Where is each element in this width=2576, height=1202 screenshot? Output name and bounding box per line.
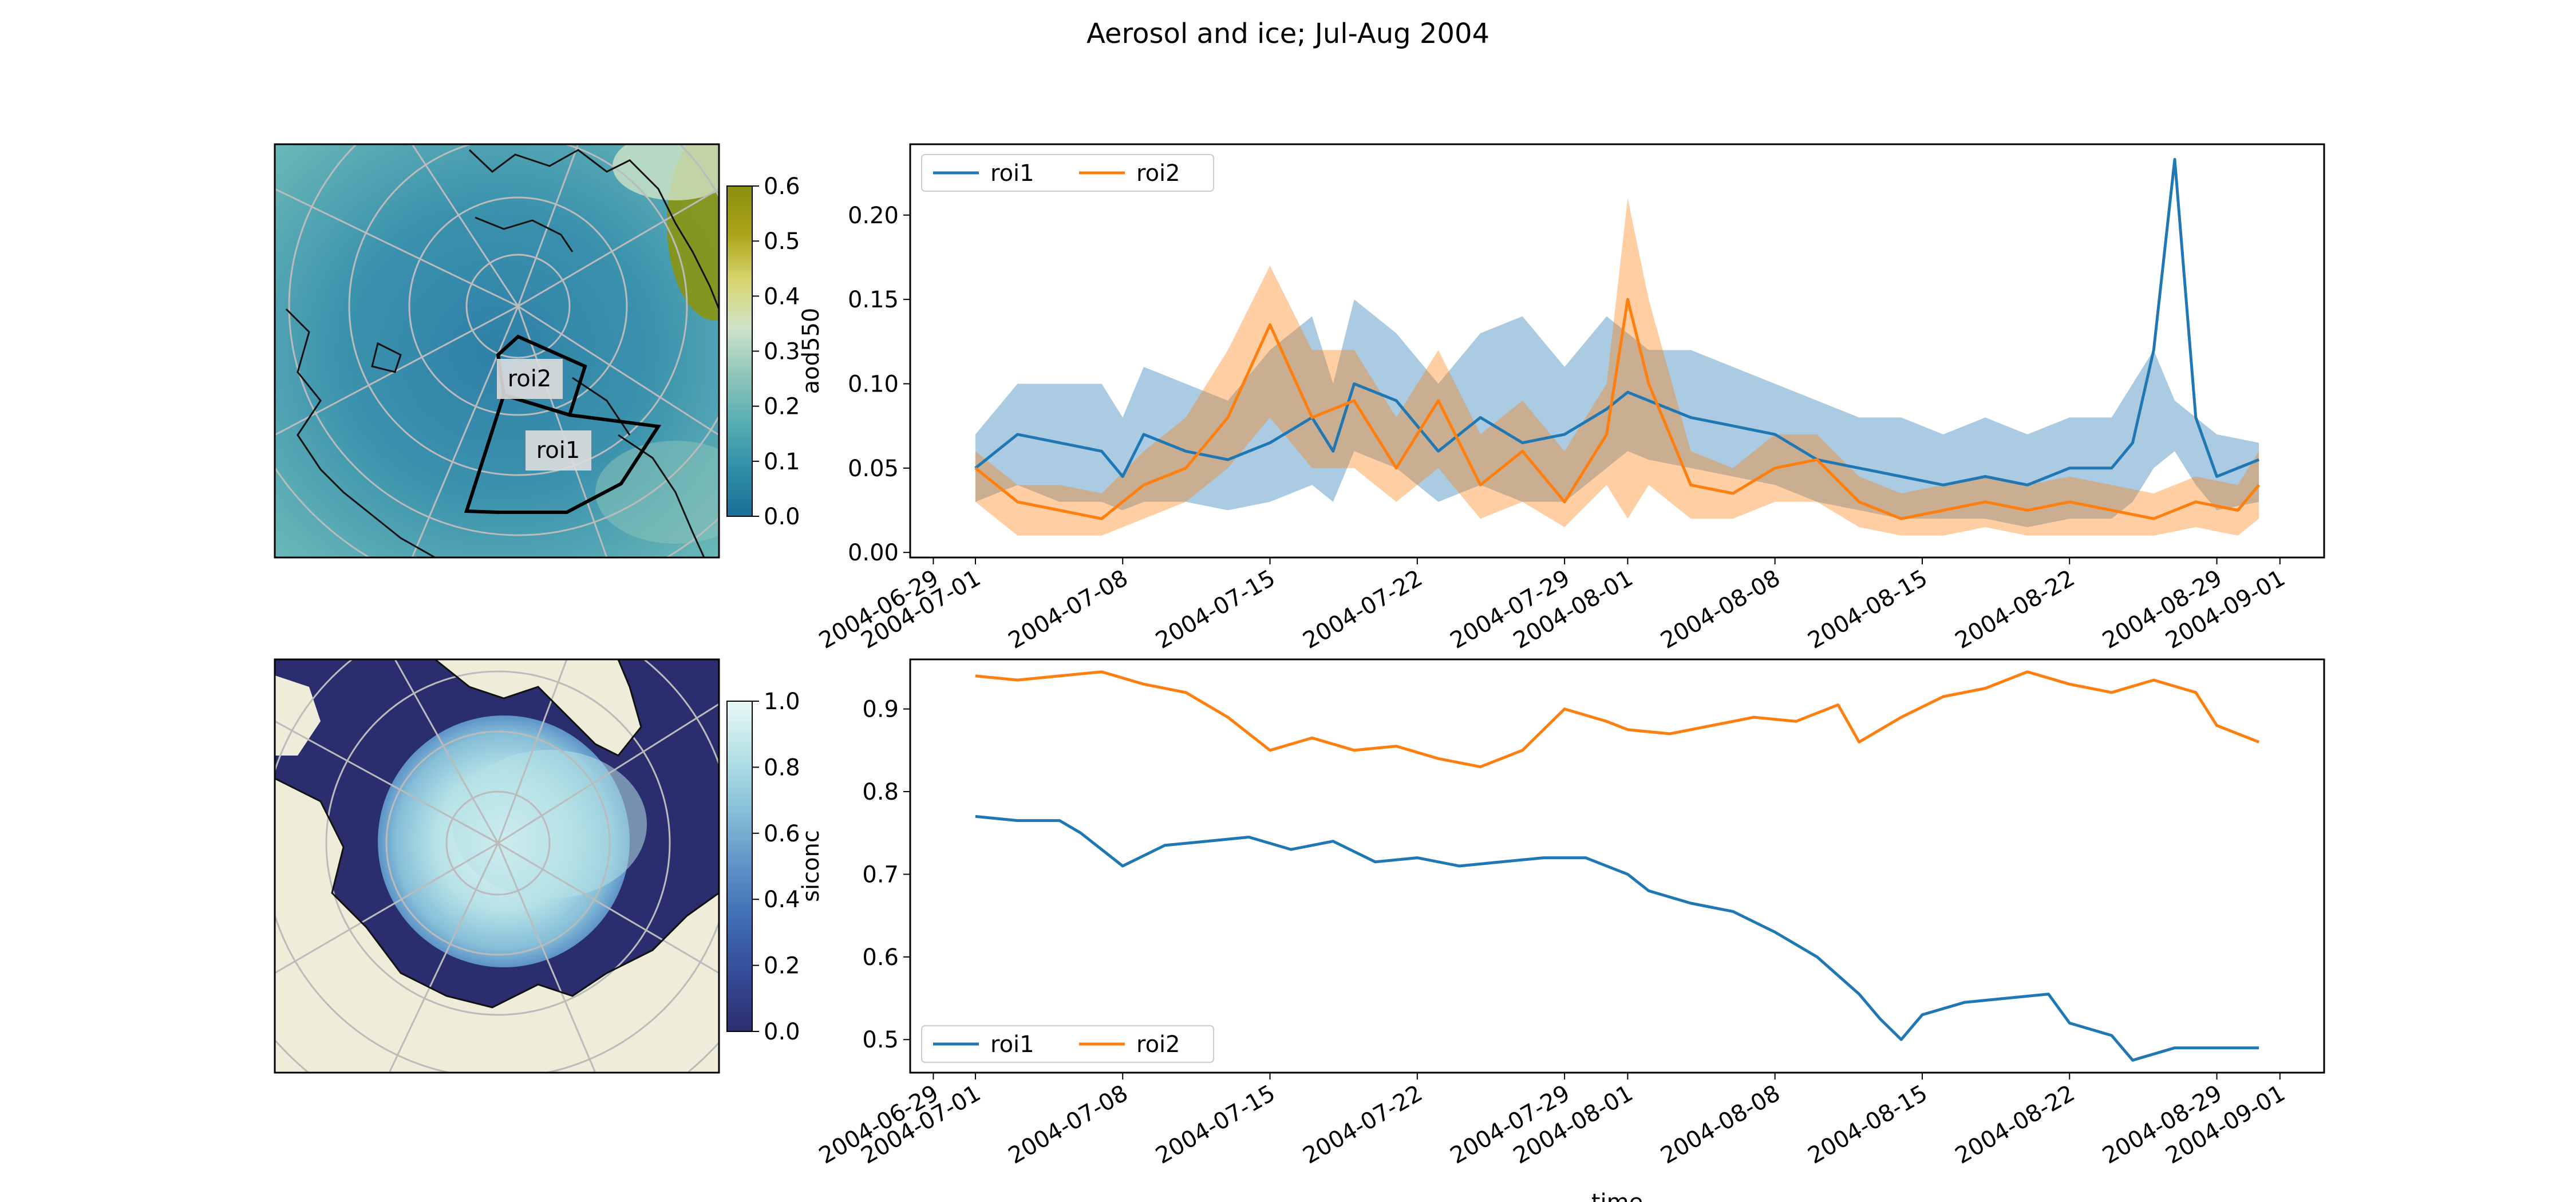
colorbar-tick-label: 0.8 [764, 754, 800, 781]
roi2-line [974, 298, 2261, 520]
colorbar-tick-label: 0.2 [764, 953, 800, 979]
ice-map [274, 658, 720, 1074]
aod-colorbar-ticks: 0.0 0.1 0.2 0.3 0.4 0.5 0.6 [752, 173, 800, 530]
colorbar-tick-label: 0.6 [764, 821, 800, 847]
x-tick-label: 2004-08-15 [1804, 1080, 1932, 1169]
roi1-line [975, 814, 2259, 1062]
y-tick-label: 0.5 [862, 1027, 899, 1053]
ice-map-graticule [275, 659, 719, 1073]
y-axis-label: aod550 [798, 308, 824, 394]
y-tick-label: 0.10 [848, 371, 899, 397]
x-tick-label: 2004-08-22 [1951, 565, 2079, 654]
legend-label-roi2: roi2 [1136, 160, 1180, 187]
roi2-map-label: roi2 [508, 366, 552, 392]
y-tick-label: 0.8 [862, 779, 899, 805]
ice-map-coastlines [275, 659, 719, 1009]
colorbar-tick-label: 0.4 [764, 887, 800, 913]
colorbar-tick-label: 0.0 [764, 504, 800, 530]
colorbar-tick-label: 0.0 [764, 1019, 800, 1045]
axes-frame [909, 143, 2325, 559]
ice-colorbar: 0.0 0.2 0.4 0.6 0.8 1.0 [726, 689, 800, 1045]
colorbar-tick-label: 0.6 [764, 173, 800, 200]
roi2-line [975, 670, 2260, 769]
colorbar-tick-label: 1.0 [764, 689, 800, 715]
roi1-band [975, 299, 2259, 527]
legend: roi1 roi2 [921, 1025, 1214, 1063]
ice-map-land-west [275, 675, 321, 756]
x-tick-label: 2004-07-15 [1151, 1080, 1279, 1169]
y-tick-label: 0.05 [848, 456, 899, 482]
x-tick-label: 2004-07-22 [1298, 1080, 1427, 1169]
colorbar-tick-label: 0.4 [764, 283, 800, 310]
roi1-line [974, 158, 2260, 487]
roi1-region-outline [464, 393, 662, 514]
aod-colorbar-gradient [726, 185, 753, 517]
plot-area [974, 158, 2261, 536]
aod-timeseries-panel: 0.000.050.100.150.20aod5502004-06-292004… [798, 143, 2325, 654]
colorbar-tick-label: 0.3 [764, 339, 800, 365]
y-tick-label: 0.9 [862, 697, 899, 723]
roi1-map-label: roi1 [536, 437, 580, 464]
legend-box [921, 154, 1214, 192]
colorbar-tick-label: 0.1 [764, 449, 800, 475]
ice-map-sea-ice-edge [452, 750, 647, 899]
colorbar-tick-label: 0.2 [764, 394, 800, 420]
x-tick-label: 2004-07-08 [1004, 1080, 1132, 1169]
legend: roi1 roi2 [921, 154, 1214, 192]
x-tick-label: 2004-08-08 [1656, 1080, 1784, 1169]
colorbar-tick-label: 0.5 [764, 228, 800, 255]
ice-colorbar-ticks: 0.0 0.2 0.4 0.6 0.8 1.0 [752, 689, 800, 1045]
legend-label-roi1: roi1 [990, 1031, 1034, 1058]
y-tick-label: 0.20 [848, 203, 899, 229]
y-axis-label: siconc [798, 830, 824, 902]
x-tick-label: 2004-07-08 [1004, 565, 1132, 654]
x-tick-label: 2004-07-15 [1151, 565, 1279, 654]
aod-map-mid-patch-2 [595, 441, 719, 544]
y-tick-label: 0.00 [848, 540, 899, 566]
axes-frame [909, 658, 2325, 1074]
aod-colorbar: 0.0 0.1 0.2 0.3 0.4 0.5 0.6 [726, 173, 800, 530]
y-tick-label: 0.7 [862, 861, 899, 888]
x-tick-label: 2004-08-15 [1804, 565, 1932, 654]
legend-box [921, 1025, 1214, 1063]
x-tick-label: 2004-07-22 [1298, 565, 1427, 654]
ice-map-land-north [435, 659, 641, 756]
aod-map-graticule [275, 144, 719, 557]
x-tick-label: 2004-08-08 [1656, 565, 1784, 654]
aod-map: roi2 roi1 [274, 143, 720, 559]
plot-area [975, 670, 2260, 1062]
ice-timeseries-panel: 0.50.60.70.80.9siconc2004-06-292004-07-0… [798, 658, 2325, 1202]
y-tick-label: 0.15 [848, 287, 899, 313]
legend-label-roi1: roi1 [990, 160, 1034, 187]
figure-title: Aerosol and ice; Jul-Aug 2004 [1086, 18, 1490, 50]
ice-colorbar-gradient [726, 701, 753, 1032]
legend-label-roi2: roi2 [1136, 1031, 1180, 1058]
x-tick-label: 2004-08-22 [1951, 1080, 2079, 1169]
y-tick-label: 0.6 [862, 944, 899, 971]
ice-map-land [275, 778, 719, 1073]
x-axis-label: time [1591, 1189, 1643, 1202]
